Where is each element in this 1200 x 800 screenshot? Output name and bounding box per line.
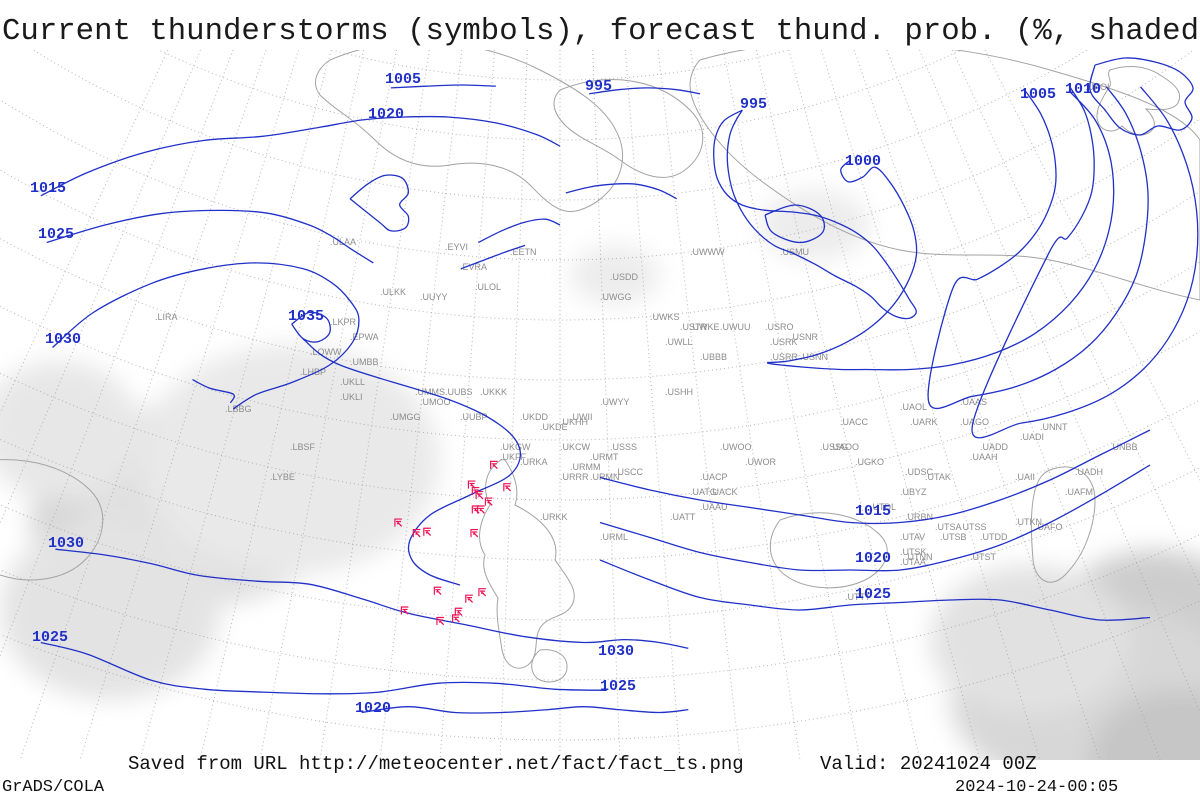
svg-text:.EYVI: .EYVI: [445, 242, 468, 252]
svg-text:.UADD: .UADD: [980, 442, 1009, 452]
svg-text:.URML: .URML: [600, 532, 628, 542]
svg-text:.UACC: .UACC: [840, 417, 869, 427]
svg-text:.UKLL: .UKLL: [340, 377, 365, 387]
svg-text:.UWOR: .UWOR: [745, 457, 776, 467]
svg-text:.USTR: .USTR: [680, 322, 708, 332]
svg-text:.UKFF: .UKFF: [500, 452, 527, 462]
svg-text:.USNN: .USNN: [800, 352, 828, 362]
svg-text:1005: 1005: [385, 71, 421, 88]
svg-text:.USCC: .USCC: [615, 467, 644, 477]
svg-text:.LHBP: .LHBP: [300, 367, 326, 377]
svg-text:.UTAV: .UTAV: [900, 532, 925, 542]
svg-text:.URKK: .URKK: [540, 512, 568, 522]
svg-text:1025: 1025: [600, 678, 636, 695]
svg-text:.UWLL: .UWLL: [665, 337, 693, 347]
svg-text:.UGKO: .UGKO: [855, 457, 884, 467]
svg-text:1035: 1035: [288, 308, 324, 325]
svg-text:.ULAA: .ULAA: [330, 237, 356, 247]
svg-text:1030: 1030: [598, 643, 634, 660]
svg-text:.USNR: .USNR: [790, 332, 819, 342]
svg-text:.UAFM: .UAFM: [1065, 487, 1093, 497]
svg-text:.ULOL: .ULOL: [475, 282, 501, 292]
svg-text:995: 995: [585, 78, 612, 95]
svg-text:.LIRA: .LIRA: [155, 312, 178, 322]
svg-text:.USSS: .USSS: [610, 442, 637, 452]
svg-text:.UWYY: .UWYY: [600, 397, 630, 407]
svg-text:.LKPR: .LKPR: [330, 317, 357, 327]
svg-text:.UKKK: .UKKK: [480, 387, 507, 397]
svg-text:1000: 1000: [845, 153, 881, 170]
svg-text:.UKDD: .UKDD: [520, 412, 549, 422]
svg-text:.UBBB: .UBBB: [700, 352, 727, 362]
svg-text:.UAAH: .UAAH: [970, 452, 998, 462]
svg-text:.UTSK: .UTSK: [900, 547, 927, 557]
svg-text:.UNNT: .UNNT: [1040, 422, 1068, 432]
svg-text:.LYBE: .LYBE: [270, 472, 295, 482]
svg-text:.USRO: .USRO: [765, 322, 794, 332]
svg-text:.UUBS: .UUBS: [445, 387, 473, 397]
svg-text:.UKLI: .UKLI: [340, 392, 363, 402]
svg-text:.UWII: .UWII: [570, 412, 593, 422]
svg-text:.UTSS: .UTSS: [960, 522, 987, 532]
svg-text:.UADH: .UADH: [1075, 467, 1103, 477]
svg-text:1025: 1025: [32, 629, 68, 646]
svg-text:.UWKS: .UWKS: [650, 312, 680, 322]
svg-text:.USDD: .USDD: [610, 272, 639, 282]
svg-text:.URRR: .URRR: [560, 472, 589, 482]
svg-text:.UACP: .UACP: [700, 472, 728, 482]
svg-text:.UTSA: .UTSA: [935, 522, 962, 532]
svg-text:.ULKK: .ULKK: [380, 287, 406, 297]
svg-text:.LBSF: .LBSF: [290, 442, 316, 452]
svg-text:.UTDD: .UTDD: [980, 532, 1008, 542]
svg-text:1030: 1030: [45, 331, 81, 348]
svg-text:.UBYZ: .UBYZ: [900, 487, 927, 497]
svg-text:.UATG: .UATG: [690, 487, 717, 497]
svg-text:.LOWW: .LOWW: [310, 347, 342, 357]
svg-text:.UTAA: .UTAA: [900, 557, 926, 567]
svg-text:.UAOL: .UAOL: [900, 402, 927, 412]
svg-text:.UMGG: .UMGG: [390, 412, 421, 422]
svg-text:995: 995: [740, 96, 767, 113]
svg-text:.UMBB: .UMBB: [350, 357, 379, 367]
svg-text:.UWGG: .UWGG: [600, 292, 632, 302]
svg-text:1025: 1025: [855, 586, 891, 603]
svg-text:.UDSC: .UDSC: [905, 467, 934, 477]
svg-text:.USHH: .USHH: [665, 387, 693, 397]
svg-text:.USSG: .USSG: [820, 442, 848, 452]
svg-text:1030: 1030: [48, 535, 84, 552]
svg-text:.UKGW: .UKGW: [500, 442, 531, 452]
svg-text:.UWUU: .UWUU: [720, 322, 751, 332]
svg-text:.UADI: .UADI: [1020, 432, 1044, 442]
svg-text:.UWWW: .UWWW: [690, 247, 725, 257]
svg-text:.UATT: .UATT: [670, 512, 696, 522]
svg-text:1020: 1020: [355, 700, 391, 717]
svg-text:.USMU: .USMU: [780, 247, 809, 257]
svg-text:1005: 1005: [1020, 86, 1056, 103]
svg-text:.UAII: .UAII: [1015, 472, 1035, 482]
svg-text:1015: 1015: [30, 180, 66, 197]
svg-text:.UWOO: .UWOO: [720, 442, 752, 452]
svg-text:1025: 1025: [38, 226, 74, 243]
svg-text:1010: 1010: [1065, 81, 1101, 98]
svg-text:.UTSB: .UTSB: [940, 532, 967, 542]
svg-text:1020: 1020: [855, 550, 891, 567]
svg-text:.URMM: .URMM: [570, 462, 601, 472]
svg-text:.UUBP: .UUBP: [460, 412, 488, 422]
svg-text:1015: 1015: [855, 503, 891, 520]
svg-text:.UUYY: .UUYY: [420, 292, 448, 302]
svg-text:.UMMS: .UMMS: [415, 387, 445, 397]
svg-text:.URMT: .URMT: [590, 452, 619, 462]
svg-text:1020: 1020: [368, 106, 404, 123]
svg-text:.UKCW: .UKCW: [560, 442, 591, 452]
svg-text:.UARK: .UARK: [910, 417, 938, 427]
